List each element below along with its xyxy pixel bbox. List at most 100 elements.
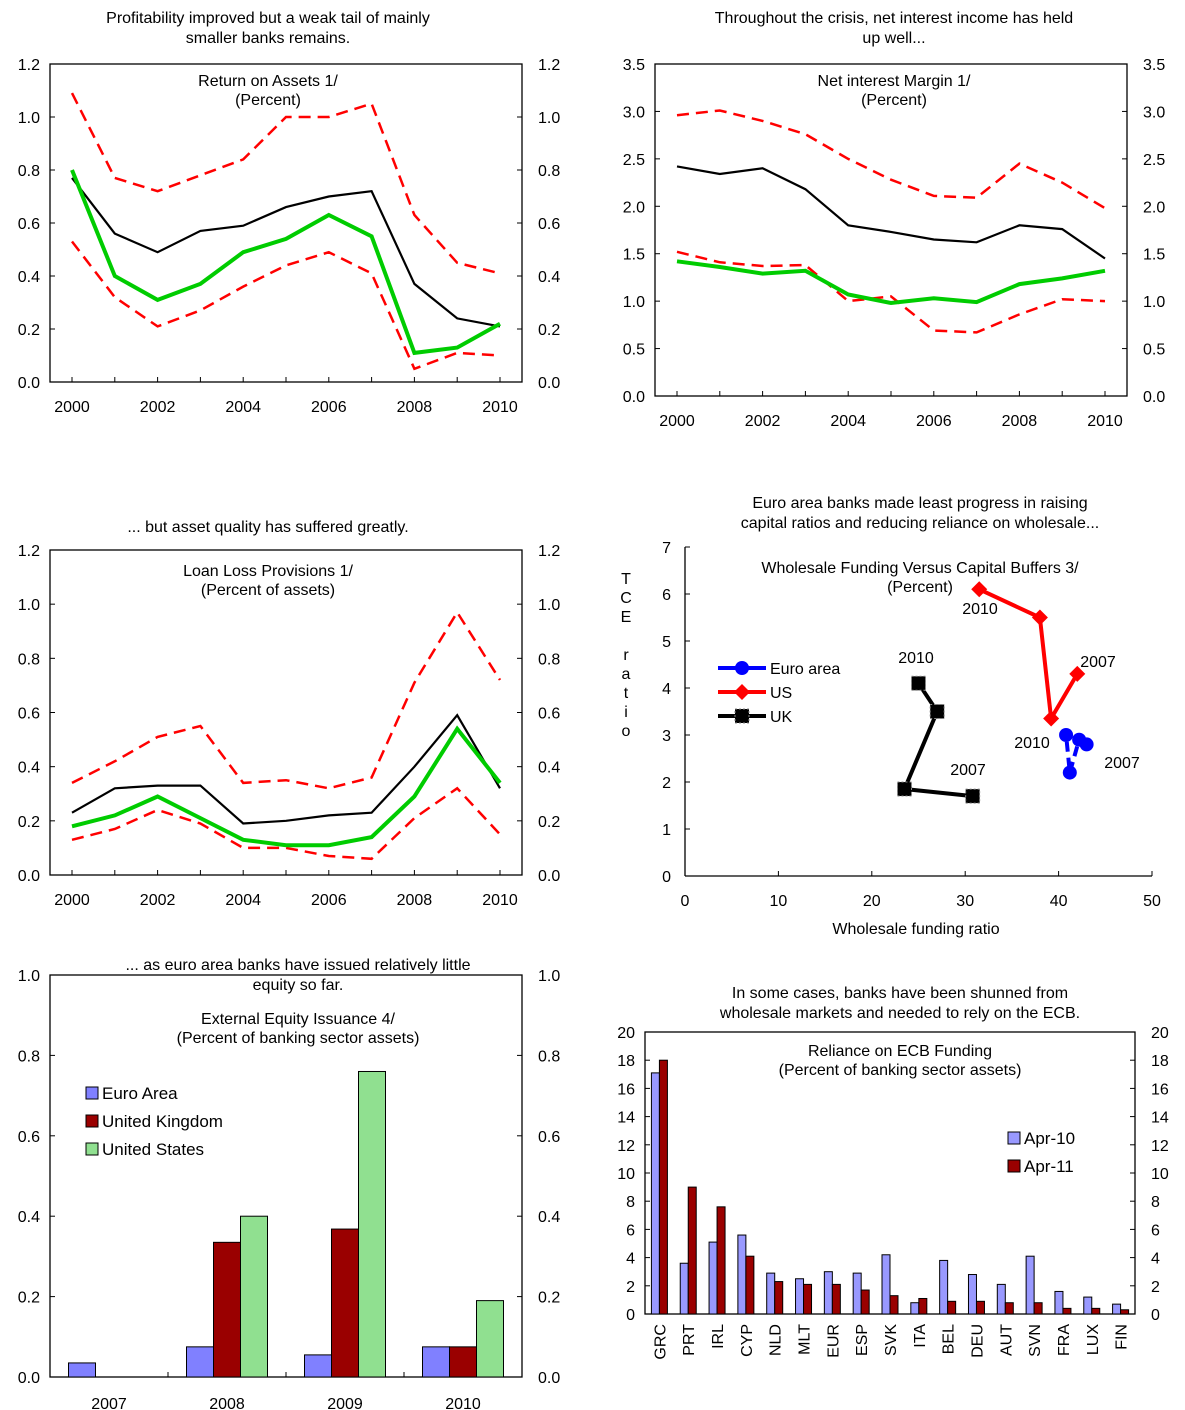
x-tick-label: IRL — [710, 1324, 727, 1349]
y-tick-label: 0.8 — [18, 163, 40, 180]
legend-swatch — [85, 1086, 99, 1100]
series-line-1 — [676, 250, 1106, 334]
y-tick-label: 1.5 — [623, 247, 645, 264]
y-tick-label: 10 — [617, 1166, 635, 1183]
y-tick-label: 3.5 — [623, 57, 645, 74]
y-tick-label: 0.6 — [18, 1129, 40, 1146]
x-tick-label: 2000 — [54, 399, 90, 416]
x-tick-label: ESP — [854, 1324, 871, 1356]
y-tick-label: 0.4 — [18, 1209, 40, 1226]
x-axis-label: Wholesale funding ratio — [832, 921, 999, 938]
y-tick-label-right: 0.4 — [538, 760, 560, 777]
x-tick-label: 2008 — [1002, 413, 1038, 430]
x-tick-label: 2000 — [54, 892, 90, 909]
y-tick-label: 0.6 — [18, 706, 40, 723]
chart-wholesale: Euro area banks made least progress in r… — [620, 495, 1161, 938]
x-tick-label: 2008 — [397, 892, 433, 909]
x-tick-label: 2008 — [397, 399, 433, 416]
series-line-3 — [70, 169, 501, 356]
legend-label: United States — [102, 1140, 204, 1159]
x-tick-label: 2010 — [1087, 413, 1123, 430]
y-tick-label: 0 — [662, 869, 671, 886]
series-line-3 — [676, 259, 1106, 306]
y-tick-label: 0.2 — [18, 322, 40, 339]
y-tick-label-right: 0.2 — [538, 322, 560, 339]
marker-US — [734, 684, 750, 700]
y-tick-label: 7 — [662, 540, 671, 557]
y-tick-label: 0.2 — [18, 1290, 40, 1307]
bar-Apr-11 — [889, 1295, 899, 1315]
plot-frame — [49, 63, 523, 383]
chart-roa: Profitability improved but a weak tail o… — [18, 10, 561, 416]
y-tick-label: 2.5 — [623, 152, 645, 169]
x-tick-label: 2002 — [140, 399, 176, 416]
y-tick-label: 18 — [617, 1053, 635, 1070]
bar-United States — [358, 1070, 386, 1378]
bar-Euro Area — [304, 1354, 332, 1378]
legend-swatch — [85, 1142, 99, 1156]
y-tick-label: 0.0 — [623, 389, 645, 406]
bar-Euro Area — [186, 1346, 214, 1378]
bar-Apr-11 — [975, 1300, 985, 1315]
y-axis-label: C — [620, 590, 632, 607]
bar-United States — [476, 1300, 504, 1378]
y-tick-label-right: 20 — [1151, 1025, 1169, 1042]
bar-Apr-11 — [1062, 1307, 1072, 1315]
bar-Apr-10 — [910, 1302, 920, 1315]
x-tick-label: PRT — [681, 1324, 698, 1356]
x-tick-label: 20 — [863, 893, 881, 910]
series-line-US — [978, 587, 1080, 725]
marker-US — [971, 581, 988, 598]
point-annotation: 2010 — [1014, 735, 1050, 752]
chart-header: ... but asset quality has suffered great… — [127, 519, 408, 536]
y-axis-label: t — [624, 685, 629, 702]
y-tick-label-right: 6 — [1151, 1222, 1160, 1239]
series-line-0 — [70, 92, 501, 275]
y-axis-label: T — [621, 571, 631, 588]
chart-title: Reliance on ECB Funding — [808, 1043, 992, 1060]
y-axis-label: o — [622, 723, 631, 740]
bar-Apr-10 — [650, 1072, 660, 1315]
y-tick-label-right: 3.0 — [1143, 104, 1165, 121]
y-tick-label-right: 0.6 — [538, 216, 560, 233]
y-tick-label-right: 18 — [1151, 1053, 1169, 1070]
legend-label: Euro Area — [102, 1084, 178, 1103]
chart-header: ... as euro area banks have issued relat… — [125, 957, 470, 974]
marker-US — [1031, 609, 1048, 626]
y-tick-label-right: 2.5 — [1143, 152, 1165, 169]
x-tick-label: SVK — [883, 1324, 900, 1356]
x-tick-label: 2000 — [659, 413, 695, 430]
x-tick-label: 2004 — [225, 399, 261, 416]
y-tick-label-right: 2 — [1151, 1279, 1160, 1296]
y-tick-label: 0.2 — [18, 814, 40, 831]
bar-Apr-10 — [708, 1241, 718, 1315]
bar-Apr-11 — [803, 1283, 813, 1315]
y-tick-label: 5 — [662, 634, 671, 651]
y-tick-label-right: 10 — [1151, 1166, 1169, 1183]
x-tick-label: DEU — [969, 1324, 986, 1358]
bar-United States — [240, 1215, 268, 1378]
marker-UK — [911, 675, 926, 691]
x-tick-label: 2002 — [140, 892, 176, 909]
marker-Euro area — [1072, 732, 1087, 747]
legend-label: Euro area — [770, 661, 840, 678]
legend-swatch — [1007, 1159, 1021, 1173]
chart-equity: ... as euro area banks have issued relat… — [18, 957, 561, 1410]
bar-Apr-10 — [1083, 1296, 1093, 1315]
chart-title: (Percent of banking sector assets) — [177, 1030, 420, 1047]
y-tick-label: 1.2 — [18, 57, 40, 74]
chart-title: (Percent) — [887, 579, 953, 596]
series-line-0 — [676, 109, 1106, 210]
bar-Apr-10 — [1025, 1255, 1035, 1315]
x-tick-label: BEL — [941, 1324, 958, 1354]
y-tick-label: 12 — [617, 1138, 635, 1155]
bar-Apr-11 — [687, 1186, 697, 1315]
y-tick-label-right: 0.4 — [538, 269, 560, 286]
x-tick-label: 50 — [1143, 893, 1161, 910]
y-axis-label: a — [622, 666, 631, 683]
y-tick-label-right: 1.0 — [538, 110, 560, 127]
y-tick-label-right: 0.0 — [538, 868, 560, 885]
y-tick-label-right: 1.0 — [538, 597, 560, 614]
bar-Apr-11 — [860, 1289, 870, 1315]
chart-ecb: In some cases, banks have been shunned f… — [617, 985, 1169, 1360]
